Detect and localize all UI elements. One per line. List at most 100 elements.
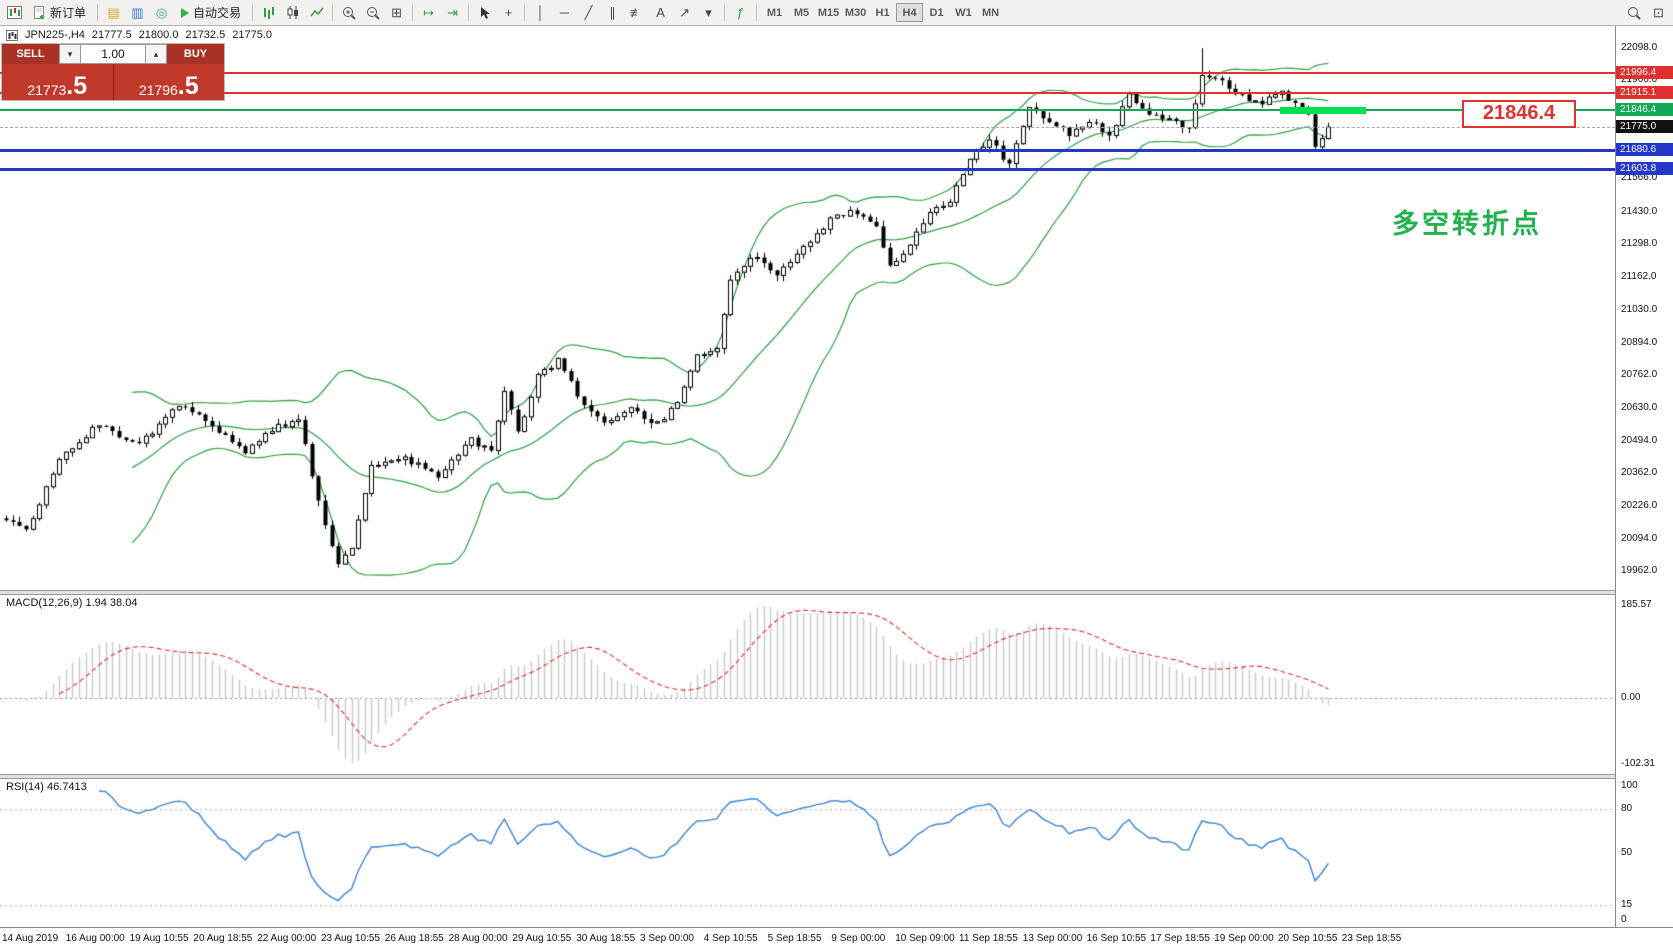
time-label: 28 Aug 00:00 [448, 933, 508, 944]
new-order-button[interactable]: 新订单 [27, 2, 93, 23]
rsi-axis-50: 50 [1621, 847, 1633, 858]
buy-price-base: 21796 [138, 82, 178, 98]
buy-button[interactable]: BUY [167, 44, 224, 64]
navigator-icon[interactable]: ◎ [155, 4, 168, 20]
pane-separator-rsi[interactable] [0, 774, 1673, 779]
time-label: 9 Sep 00:00 [831, 933, 886, 944]
support-line-1[interactable] [0, 149, 1615, 153]
vertical-line-tool-icon[interactable]: │ [536, 5, 545, 20]
shapes-dropdown-icon[interactable]: ▾ [705, 4, 712, 20]
indicators-icon[interactable]: ƒ [736, 5, 745, 20]
auto-scroll-icon[interactable]: ↦ [423, 4, 434, 20]
bar-chart-icon[interactable] [257, 2, 280, 23]
timeframe-m5[interactable]: M5 [793, 7, 810, 19]
price-axis[interactable]: 22098.0 21966.0 21566.0 21430.0 21298.0 21162… [1615, 26, 1673, 927]
rsi-label: RSI(14) 46.7413 [6, 781, 87, 793]
time-label: 3 Sep 00:00 [640, 933, 694, 944]
channel-tool-icon[interactable]: ∥ [609, 4, 616, 20]
mini-chart-icon [7, 6, 22, 19]
search-icon[interactable] [1622, 2, 1645, 23]
cursor-icon[interactable] [473, 2, 496, 23]
trendline-tool-icon[interactable]: ╱ [584, 4, 593, 20]
time-label: 14 Aug 2019 [2, 933, 59, 944]
resistance-line-1[interactable] [0, 71, 1615, 74]
symbol-info-bar: JPN225-,H4 21777.5 21800.0 21732.5 21775… [6, 29, 272, 41]
price-tick: 20894.0 [1621, 336, 1658, 348]
rsi-axis-100: 100 [1621, 780, 1638, 791]
timeframe-m30[interactable]: M30 [844, 7, 867, 19]
chart-window: JPN225-,H4 21777.5 21800.0 21732.5 21775… [0, 26, 1673, 952]
bar-close: 21775.0 [232, 29, 272, 41]
chart-shift-icon[interactable]: ⇥ [447, 4, 458, 20]
macd-axis-max: 185.57 [1621, 599, 1652, 610]
resistance-line-2[interactable] [0, 91, 1615, 94]
price-callout-box[interactable]: 21846.4 [1462, 99, 1576, 128]
data-window-icon[interactable]: ▥ [131, 4, 144, 20]
horizontal-line-tool-icon[interactable]: ─ [559, 5, 570, 20]
time-axis[interactable]: 14 Aug 2019 16 Aug 00:00 19 Aug 10:55 20 Au… [0, 927, 1673, 952]
support-line-2[interactable] [0, 168, 1615, 172]
time-label: 19 Sep 00:00 [1214, 933, 1274, 944]
price-tick: 20362.0 [1621, 467, 1658, 479]
new-order-label: 新订单 [50, 6, 87, 20]
symbol-name: JPN225-,H4 [25, 29, 85, 41]
time-label: 16 Sep 10:55 [1086, 933, 1147, 944]
timeframe-m15[interactable]: M15 [817, 7, 840, 19]
toolbar-separator [468, 4, 470, 21]
main-toolbar: 新订单 ▤ ▥ ◎ 自动交易 ⊞ ↦ ⇥ + │ ─ ╱ ∥ ≢ A ↗ ▾ ƒ… [0, 0, 1673, 26]
bar-open: 21777.5 [91, 29, 132, 41]
play-icon [181, 7, 190, 18]
price-tick: 21162.0 [1621, 271, 1657, 283]
time-label: 13 Sep 00:00 [1022, 933, 1083, 944]
one-click-trading-panel: SELL ▾ 1.00 ▴ BUY 21773.5 21796.5 [2, 44, 224, 100]
buy-price-button[interactable]: 21796.5 [113, 64, 224, 100]
volume-decrease-button[interactable]: ▾ [59, 44, 81, 64]
price-marker-support: 21680.6 [1616, 143, 1673, 157]
price-marker-resistance: 21996.4 [1616, 65, 1673, 79]
price-tick: 21430.0 [1621, 205, 1658, 217]
price-tick: 22098.0 [1621, 42, 1658, 54]
chart-canvas[interactable] [0, 26, 1673, 952]
sell-price-button[interactable]: 21773.5 [2, 64, 114, 100]
timeframe-h4[interactable]: H4 [896, 3, 924, 22]
price-tick: 21966.0 [1621, 74, 1658, 86]
fullscreen-icon[interactable]: ⊡ [1653, 4, 1664, 20]
time-label: 22 Aug 00:00 [257, 933, 317, 944]
toolbar-right-group: ⊡ [1622, 2, 1670, 23]
crosshair-icon[interactable]: + [504, 5, 513, 20]
timeframe-mn[interactable]: MN [981, 7, 1000, 19]
time-label: 23 Sep 18:55 [1341, 933, 1402, 944]
pivot-annotation-text[interactable]: 多空转折点 [1392, 209, 1542, 239]
pivot-line[interactable] [0, 108, 1615, 111]
auto-trading-button[interactable]: 自动交易 [174, 2, 248, 23]
toolbar-separator [252, 4, 254, 21]
macd-axis-zero: 0.00 [1621, 692, 1641, 704]
price-tick: 20494.0 [1621, 434, 1658, 446]
zoom-in-icon[interactable] [337, 2, 360, 23]
price-tick: 20226.0 [1621, 500, 1658, 512]
time-label: 30 Aug 18:55 [576, 933, 636, 944]
timeframe-d1[interactable]: D1 [929, 7, 944, 19]
market-watch-icon[interactable]: ▤ [107, 4, 120, 20]
chart-objects-layer [0, 26, 1673, 952]
toolbar-separator [524, 4, 526, 21]
fibonacci-tool-icon[interactable]: ≢ [630, 5, 644, 20]
sell-button[interactable]: SELL [2, 44, 59, 64]
price-tick: 21030.0 [1621, 303, 1658, 315]
tile-windows-icon[interactable]: ⊞ [391, 4, 402, 20]
timeframe-m1[interactable]: M1 [766, 7, 783, 19]
text-tool-icon[interactable]: A [656, 5, 665, 20]
line-chart-icon[interactable] [305, 2, 328, 23]
timeframe-w1[interactable]: W1 [955, 7, 972, 19]
volume-increase-button[interactable]: ▴ [145, 44, 167, 64]
pane-separator-macd[interactable] [0, 590, 1673, 595]
pivot-highlight-segment[interactable] [1280, 106, 1366, 114]
arrow-tool-icon[interactable]: ↗ [679, 4, 690, 20]
volume-input[interactable]: 1.00 [81, 44, 145, 64]
rsi-axis-80: 80 [1621, 802, 1633, 814]
zoom-out-icon[interactable] [361, 2, 384, 23]
timeframe-h1[interactable]: H1 [875, 7, 890, 19]
chart-window-icon[interactable] [3, 2, 26, 23]
timeframe-group: M1 M5 M15 M30 H1 H4 D1 W1 MN [761, 3, 1004, 22]
candlestick-chart-icon[interactable] [281, 2, 304, 23]
